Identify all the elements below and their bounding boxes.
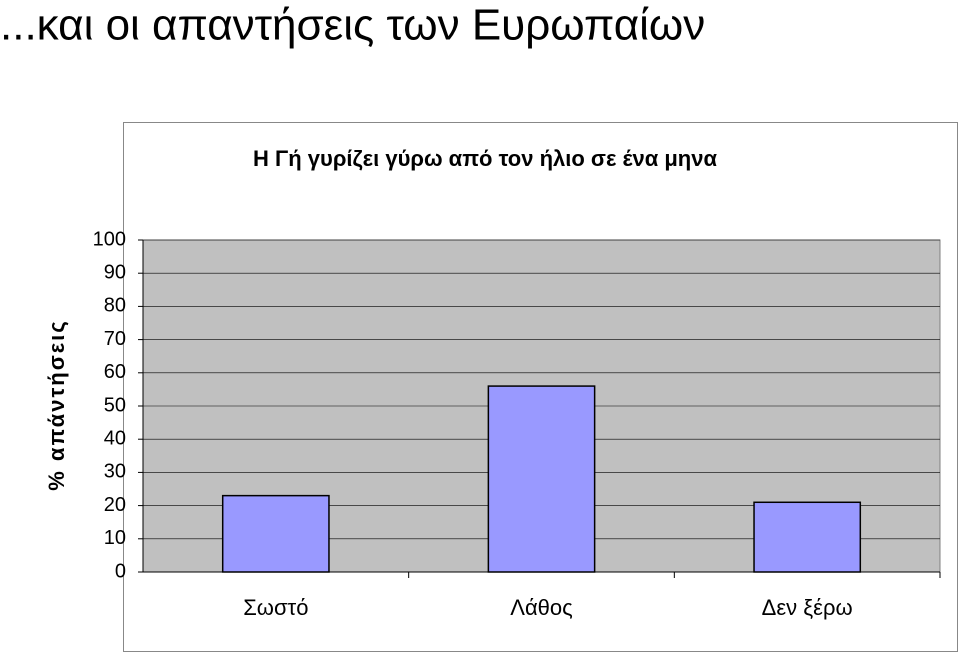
y-axis-label: % απάντήσεις bbox=[44, 319, 69, 491]
y-tick-label: 60 bbox=[104, 361, 126, 383]
y-tick-label: 100 bbox=[93, 228, 126, 250]
y-tick-label: 40 bbox=[104, 427, 126, 449]
y-tick-label: 50 bbox=[104, 394, 126, 416]
bar bbox=[753, 501, 862, 573]
bar bbox=[221, 494, 330, 573]
x-tick-label: Δεν ξέρω bbox=[762, 595, 853, 620]
y-tick-label: 90 bbox=[104, 261, 126, 283]
y-tick-label: 30 bbox=[104, 461, 126, 483]
y-tick-label: 20 bbox=[104, 494, 126, 516]
bar bbox=[487, 385, 596, 573]
y-tick-label: 80 bbox=[104, 295, 126, 317]
y-tick-label: 70 bbox=[104, 328, 126, 350]
y-tick-label: 10 bbox=[104, 527, 126, 549]
y-tick-label: 0 bbox=[115, 560, 126, 582]
chart-title: Η Γή γυρίζει γύρω από τον ήλιο σε ένα μη… bbox=[253, 146, 717, 171]
slide-heading: ...και οι απαντήσεις των Ευρωπαίων bbox=[0, 1, 705, 50]
x-tick-label: Σωστό bbox=[243, 595, 308, 620]
x-tick-label: Λάθος bbox=[510, 595, 573, 620]
